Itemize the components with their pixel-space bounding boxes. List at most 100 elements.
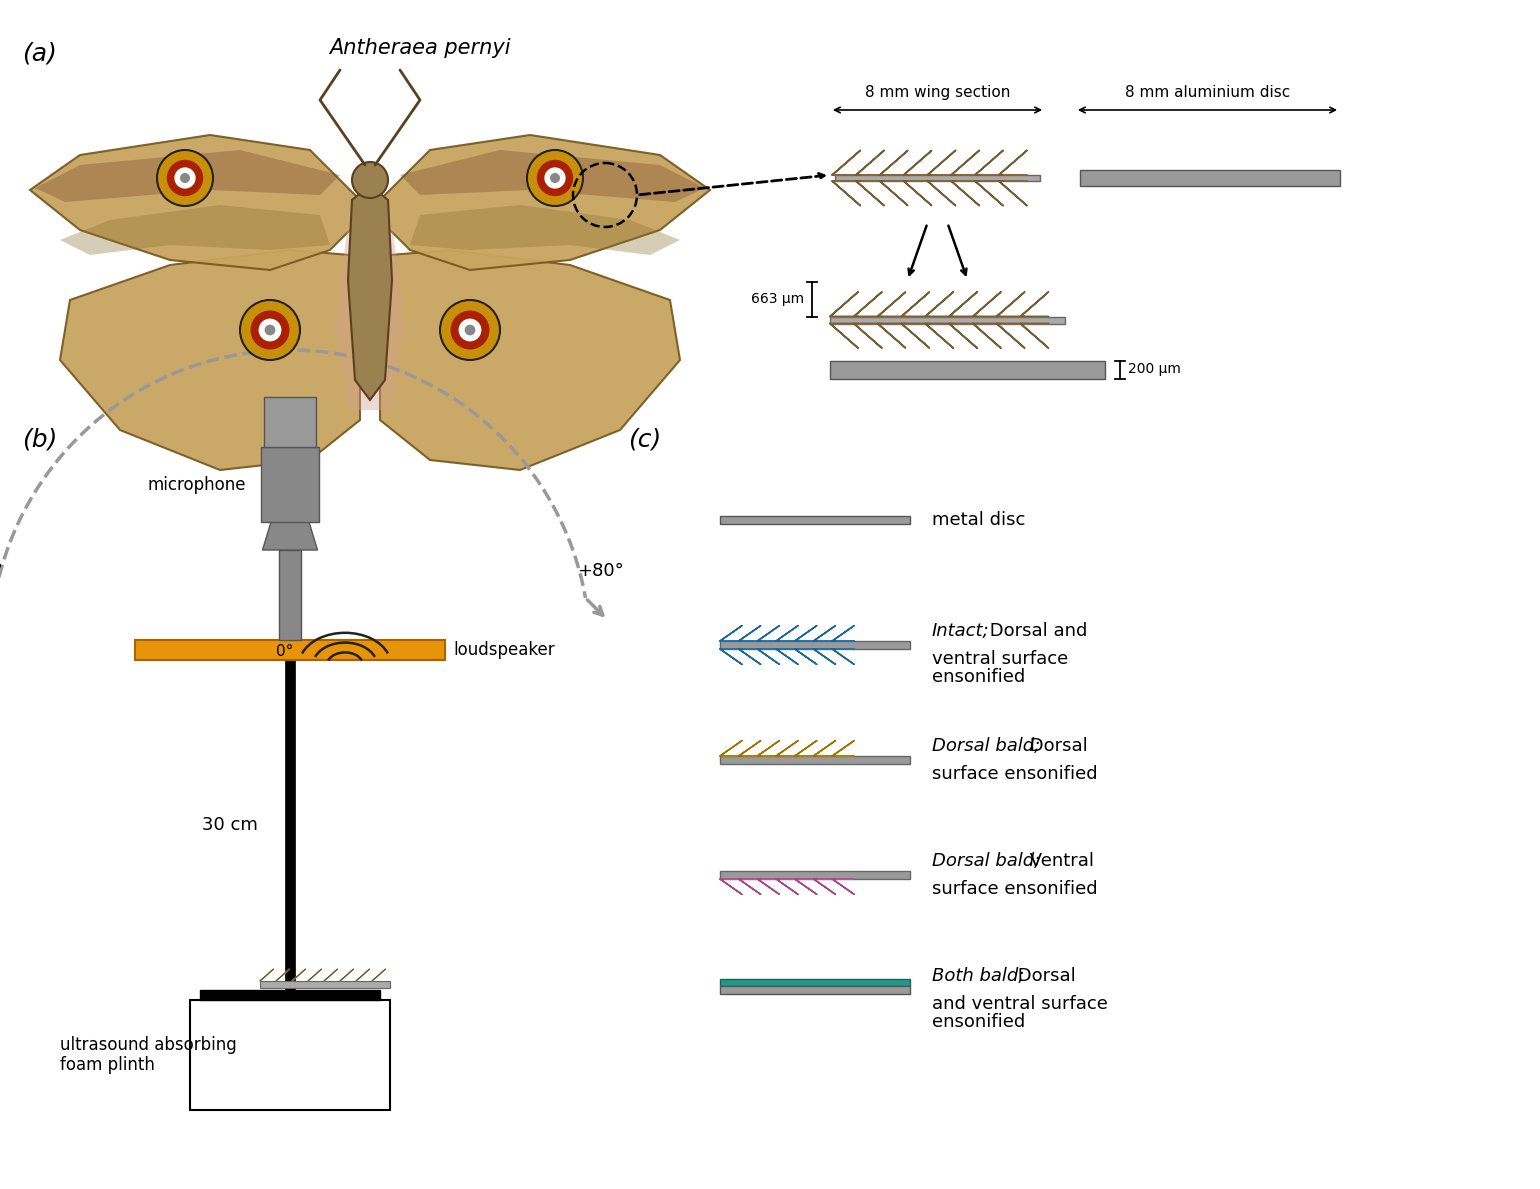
Polygon shape bbox=[276, 969, 290, 981]
Text: Ventral: Ventral bbox=[1024, 853, 1093, 870]
Bar bbox=[1080, 170, 1340, 185]
Polygon shape bbox=[949, 292, 976, 316]
Polygon shape bbox=[323, 969, 337, 981]
Polygon shape bbox=[410, 205, 681, 254]
Text: 8 mm wing section: 8 mm wing section bbox=[865, 84, 1010, 100]
Text: Dorsal: Dorsal bbox=[1024, 737, 1087, 755]
Polygon shape bbox=[260, 969, 274, 981]
Polygon shape bbox=[380, 250, 681, 470]
Polygon shape bbox=[952, 181, 979, 206]
Polygon shape bbox=[776, 649, 798, 665]
Text: Dorsal bald;: Dorsal bald; bbox=[932, 737, 1040, 755]
Polygon shape bbox=[400, 150, 705, 202]
Circle shape bbox=[537, 159, 573, 196]
Polygon shape bbox=[1021, 323, 1049, 348]
Polygon shape bbox=[830, 323, 858, 348]
Polygon shape bbox=[853, 292, 882, 316]
Polygon shape bbox=[308, 969, 322, 981]
Polygon shape bbox=[813, 649, 836, 665]
Polygon shape bbox=[795, 741, 816, 756]
Polygon shape bbox=[721, 741, 742, 756]
Polygon shape bbox=[739, 625, 761, 641]
Polygon shape bbox=[832, 151, 861, 175]
Polygon shape bbox=[721, 649, 742, 665]
Circle shape bbox=[527, 150, 584, 206]
Text: ultrasound absorbing
foam plinth: ultrasound absorbing foam plinth bbox=[60, 1036, 237, 1075]
Polygon shape bbox=[975, 151, 1003, 175]
Circle shape bbox=[180, 172, 189, 183]
Circle shape bbox=[157, 150, 213, 206]
Circle shape bbox=[265, 325, 276, 335]
Polygon shape bbox=[832, 625, 855, 641]
Polygon shape bbox=[927, 151, 955, 175]
Circle shape bbox=[174, 168, 196, 189]
Polygon shape bbox=[878, 323, 906, 348]
Polygon shape bbox=[904, 151, 932, 175]
Polygon shape bbox=[879, 151, 907, 175]
Polygon shape bbox=[795, 625, 816, 641]
Polygon shape bbox=[758, 625, 779, 641]
Text: Dorsal bald;: Dorsal bald; bbox=[932, 853, 1040, 870]
Circle shape bbox=[451, 310, 490, 350]
Text: and ventral surface: and ventral surface bbox=[932, 995, 1107, 1013]
Polygon shape bbox=[776, 741, 798, 756]
Polygon shape bbox=[1021, 292, 1049, 316]
Polygon shape bbox=[949, 323, 976, 348]
Circle shape bbox=[259, 319, 282, 341]
Text: ventral surface: ventral surface bbox=[932, 650, 1069, 668]
Text: Antheraea pernyi: Antheraea pernyi bbox=[330, 38, 511, 58]
Text: Dorsal and: Dorsal and bbox=[984, 622, 1087, 640]
Text: Dorsal: Dorsal bbox=[1012, 967, 1076, 984]
Text: surface ensonified: surface ensonified bbox=[932, 765, 1098, 784]
Circle shape bbox=[550, 172, 561, 183]
Polygon shape bbox=[776, 625, 798, 641]
Circle shape bbox=[240, 300, 300, 360]
Polygon shape bbox=[293, 969, 305, 981]
Polygon shape bbox=[830, 292, 858, 316]
Circle shape bbox=[459, 319, 482, 341]
Bar bbox=[285, 660, 296, 1000]
Text: Intact;: Intact; bbox=[932, 622, 990, 640]
Polygon shape bbox=[856, 181, 884, 206]
Circle shape bbox=[251, 310, 290, 350]
Polygon shape bbox=[739, 649, 761, 665]
Text: 200 μm: 200 μm bbox=[1127, 363, 1181, 377]
Polygon shape bbox=[999, 181, 1027, 206]
Polygon shape bbox=[758, 741, 779, 756]
Bar bbox=[721, 516, 910, 524]
Polygon shape bbox=[721, 879, 742, 894]
Polygon shape bbox=[952, 151, 979, 175]
Text: microphone: microphone bbox=[148, 476, 246, 493]
Text: 8 mm aluminium disc: 8 mm aluminium disc bbox=[1124, 84, 1291, 100]
Text: Both bald;: Both bald; bbox=[932, 967, 1024, 984]
Polygon shape bbox=[926, 292, 953, 316]
Polygon shape bbox=[973, 292, 1001, 316]
Bar bbox=[200, 990, 380, 1000]
Text: loudspeaker: loudspeaker bbox=[453, 641, 554, 659]
Bar bbox=[721, 979, 910, 986]
Polygon shape bbox=[29, 136, 370, 270]
Polygon shape bbox=[336, 205, 405, 410]
Polygon shape bbox=[795, 649, 816, 665]
Polygon shape bbox=[999, 151, 1027, 175]
Bar bbox=[835, 175, 1040, 181]
Polygon shape bbox=[348, 185, 393, 400]
Polygon shape bbox=[262, 522, 317, 551]
Polygon shape bbox=[60, 250, 360, 470]
Bar bbox=[279, 551, 300, 640]
Polygon shape bbox=[370, 136, 710, 270]
Polygon shape bbox=[975, 181, 1003, 206]
Polygon shape bbox=[758, 879, 779, 894]
Polygon shape bbox=[856, 151, 884, 175]
Polygon shape bbox=[795, 879, 816, 894]
Polygon shape bbox=[832, 741, 855, 756]
Bar bbox=[189, 1000, 390, 1111]
Text: (a): (a) bbox=[22, 42, 57, 67]
Circle shape bbox=[440, 300, 500, 360]
Polygon shape bbox=[813, 879, 836, 894]
Text: metal disc: metal disc bbox=[932, 511, 1026, 529]
Bar bbox=[260, 981, 390, 988]
Text: ensonified: ensonified bbox=[932, 1013, 1026, 1031]
Polygon shape bbox=[813, 625, 836, 641]
Polygon shape bbox=[996, 292, 1024, 316]
